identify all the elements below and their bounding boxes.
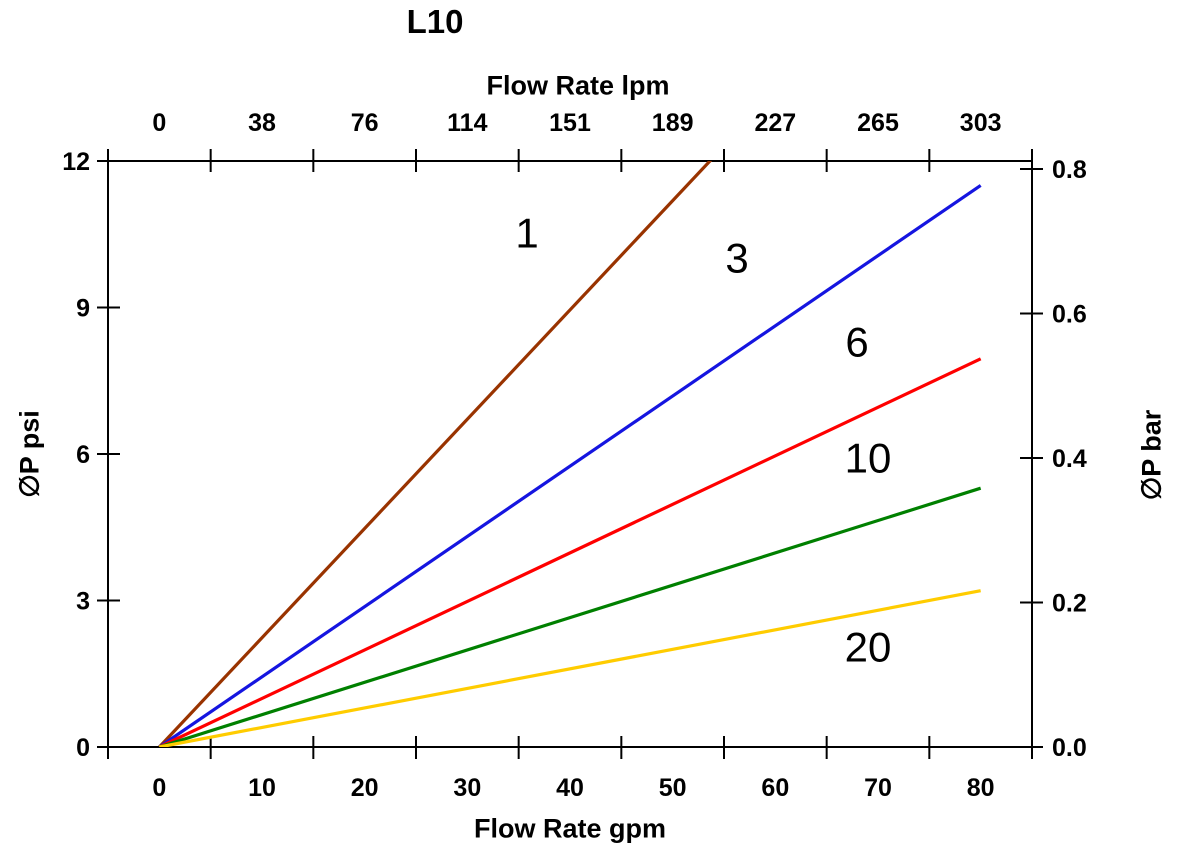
x-axis-top-tick-label: 189 <box>652 109 694 137</box>
x-axis-top-tick-label: 114 <box>447 109 487 137</box>
top-axis-title: Flow Rate lpm <box>486 70 670 101</box>
x-axis-bottom-tick-label: 20 <box>351 774 379 802</box>
series-label-6: 6 <box>845 319 868 366</box>
x-axis-top-tick-label: 303 <box>960 109 1002 137</box>
x-axis-bottom-tick-label: 80 <box>967 774 995 802</box>
x-axis-bottom-tick-label: 0 <box>152 774 166 802</box>
x-axis-bottom-tick-label: 60 <box>761 774 789 802</box>
x-axis-top-tick-label: 265 <box>857 109 899 137</box>
series-line-3 <box>158 184 982 747</box>
plot-border <box>107 160 1033 748</box>
x-axis-top-tick-label: 151 <box>549 109 591 137</box>
y-axis-right-tick-label: 0.2 <box>1052 590 1087 618</box>
y-axis-left-tick-label: 0 <box>76 734 90 762</box>
bottom-axis-title: Flow Rate gpm <box>473 813 667 844</box>
y-axis-left-tick-label: 6 <box>76 441 90 469</box>
y-axis-left-tick-label: 3 <box>76 588 90 616</box>
x-axis-top-tick-label: 76 <box>351 109 379 137</box>
y-axis-left-tick-label: 12 <box>62 148 90 176</box>
series-line-20 <box>159 589 981 747</box>
chart-title: L10 <box>406 3 464 40</box>
x-axis-bottom-tick-label: 50 <box>659 774 687 802</box>
x-axis-bottom-tick-label: 70 <box>864 774 892 802</box>
y-axis-left-tick-label: 9 <box>76 295 90 323</box>
series-line-6 <box>158 357 982 747</box>
x-axis-bottom-tick-label: 40 <box>556 774 584 802</box>
y-axis-right-tick-label: 0.4 <box>1052 445 1087 473</box>
series-label-20: 20 <box>845 624 892 671</box>
x-axis-bottom-tick-label: 10 <box>248 774 276 802</box>
y-axis-right-tick-label: 0.8 <box>1052 156 1087 184</box>
x-axis-top-tick-label: 0 <box>152 109 166 137</box>
x-axis-top-tick-label: 38 <box>248 109 276 137</box>
series-label-1: 1 <box>515 210 538 257</box>
x-axis-bottom-tick-label: 30 <box>453 774 481 802</box>
series-line-10 <box>158 486 982 747</box>
series-label-10: 10 <box>845 435 892 482</box>
x-axis-top-tick-label: 227 <box>754 109 796 137</box>
y-axis-right-tick-label: 0.0 <box>1052 734 1087 762</box>
y-axis-right-tick-label: 0.6 <box>1052 301 1087 329</box>
series-line-1 <box>158 161 713 747</box>
series-label-3: 3 <box>725 235 748 282</box>
